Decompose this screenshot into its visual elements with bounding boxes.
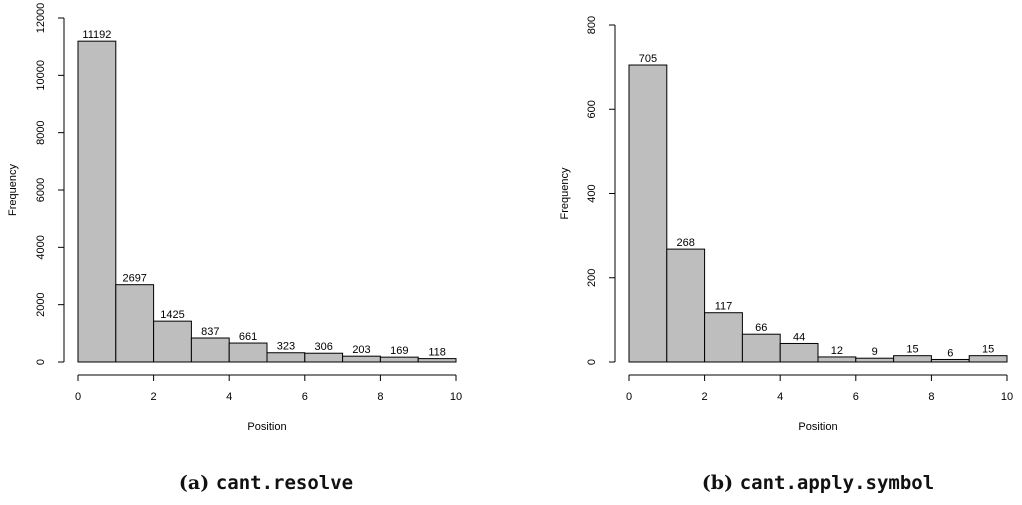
caption-a: (a) cant.resolve	[179, 472, 353, 494]
bar-label-a-5: 323	[277, 341, 295, 353]
y-tick-label-a-3: 6000	[35, 178, 47, 202]
caption-b: (b) cant.apply.symbol	[702, 472, 934, 494]
y-tick-label-b-1: 200	[586, 269, 598, 287]
bar-a-3	[190, 337, 230, 363]
bar-label-b-3: 66	[755, 322, 767, 334]
bar-b-7	[893, 355, 932, 363]
histogram-b: 705 268 117 66 44 12 9 15 6 15 0 2 4 6 8 10 0 200 400 600 80…	[559, 16, 1013, 433]
bar-label-a-8: 169	[390, 345, 408, 357]
bar-label-b-6: 9	[872, 346, 878, 358]
bar-label-a-6: 306	[315, 341, 333, 353]
x-tick-label-b-1: 2	[702, 391, 708, 403]
x-axis-label-a: Position	[247, 421, 286, 433]
x-tick-label-b-2: 4	[777, 391, 783, 403]
bar-label-a-0: 11192	[82, 29, 111, 41]
bar-label-b-7: 15	[906, 344, 918, 356]
y-axis-label-a: Frequency	[7, 164, 19, 216]
bar-a-1	[115, 284, 155, 363]
bar-b-9	[968, 355, 1008, 363]
bar-label-a-9: 118	[428, 347, 446, 359]
y-axis-label-b: Frequency	[559, 167, 571, 219]
x-tick-label-a-4: 8	[377, 391, 383, 403]
bar-label-a-3: 837	[201, 326, 219, 338]
bar-label-b-9: 15	[982, 344, 994, 356]
bar-a-8	[379, 356, 419, 363]
bar-b-1	[666, 248, 706, 363]
bar-a-6	[304, 352, 344, 363]
y-tick-label-b-0: 0	[586, 359, 598, 365]
x-tick-label-b-4: 8	[928, 391, 934, 403]
bar-label-a-7: 203	[352, 344, 370, 356]
y-tick-label-a-0: 0	[35, 359, 47, 365]
histogram-a: 11192 2697 1425 837 661 323 306 203 169 118 0 2 4 6 8 1…	[7, 3, 462, 433]
y-tick-label-a-4: 8000	[35, 120, 47, 144]
caption-a-prefix: (a)	[179, 472, 209, 494]
bar-b-2	[704, 312, 743, 363]
bar-label-b-8: 6	[947, 347, 953, 359]
bar-label-a-2: 1425	[160, 309, 184, 321]
bar-b-6	[855, 357, 895, 363]
y-tick-label-b-2: 400	[586, 184, 598, 202]
bar-b-5	[817, 356, 857, 363]
y-tick-label-a-6: 12000	[35, 3, 47, 34]
x-tick-label-b-5: 10	[1001, 391, 1013, 403]
bar-label-b-1: 268	[677, 237, 695, 249]
y-tick-label-a-5: 10000	[35, 60, 47, 91]
y-tick-label-b-4: 800	[586, 16, 598, 34]
y-tick-label-a-1: 2000	[35, 292, 47, 316]
bar-a-9	[417, 358, 457, 363]
x-tick-label-a-1: 2	[151, 391, 157, 403]
bar-b-8	[930, 358, 970, 363]
bar-label-b-0: 705	[639, 53, 657, 65]
bar-b-3	[741, 333, 781, 363]
bar-a-7	[342, 355, 381, 363]
x-tick-label-a-3: 6	[302, 391, 308, 403]
x-tick-label-a-2: 4	[226, 391, 232, 403]
bar-b-0	[628, 64, 668, 363]
bar-a-4	[228, 342, 268, 363]
bar-a-2	[153, 320, 192, 363]
y-tick-label-b-3: 600	[586, 100, 598, 118]
caption-a-code: cant.resolve	[216, 472, 353, 494]
x-tick-label-b-3: 6	[853, 391, 859, 403]
x-tick-label-a-5: 10	[450, 391, 462, 403]
bar-b-4	[779, 342, 819, 363]
bar-a-5	[266, 352, 306, 363]
caption-b-prefix: (b)	[702, 472, 733, 494]
bar-label-b-2: 117	[715, 301, 733, 313]
caption-b-code: cant.apply.symbol	[740, 472, 934, 494]
bar-label-b-4: 44	[793, 331, 805, 343]
bar-label-b-5: 12	[831, 345, 843, 357]
bar-a-0	[77, 40, 117, 363]
x-tick-label-b-0: 0	[626, 391, 632, 403]
y-tick-label-a-2: 4000	[35, 235, 47, 259]
x-tick-label-a-0: 0	[75, 391, 81, 403]
bar-label-a-1: 2697	[122, 273, 146, 285]
bar-label-a-4: 661	[239, 331, 257, 343]
x-axis-label-b: Position	[798, 421, 837, 433]
